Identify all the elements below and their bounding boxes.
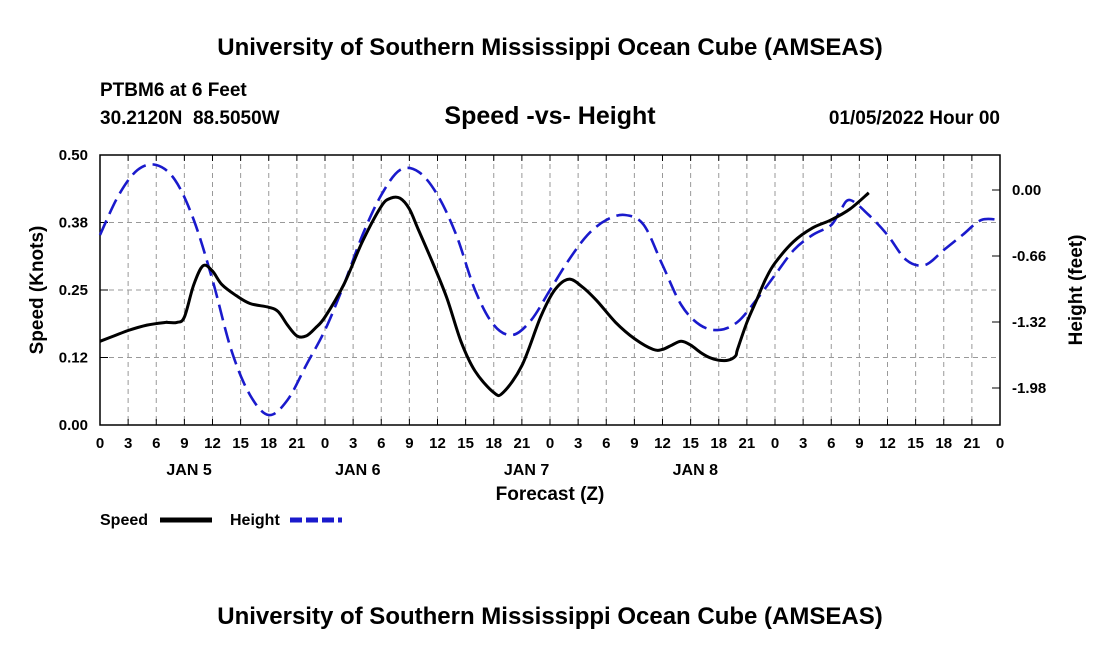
y-tick-label: 0.50 [59, 147, 88, 164]
x-tick-label: 0 [321, 435, 329, 452]
page-title: University of Southern Mississippi Ocean… [217, 34, 882, 61]
x-tick-label: 3 [799, 435, 807, 452]
x-tick-label: 15 [457, 435, 474, 452]
day-label: JAN 8 [673, 462, 718, 479]
legend-speed-label: Speed [100, 512, 148, 529]
y2-tick-label: 0.00 [1012, 182, 1041, 199]
x-tick-label: 21 [964, 435, 981, 452]
x-tick-label: 12 [879, 435, 896, 452]
x-tick-label: 9 [405, 435, 413, 452]
x-tick-label: 3 [124, 435, 132, 452]
day-label: JAN 7 [504, 462, 549, 479]
x-tick-label: 18 [260, 435, 277, 452]
series-group [98, 163, 1001, 417]
y-tick-label: 0.38 [59, 215, 88, 232]
y-tick-label: 0.00 [59, 417, 88, 434]
y2-axis-label: Height (feet) [1066, 235, 1087, 346]
x-tick-label: 12 [654, 435, 671, 452]
chart-title: Speed -vs- Height [444, 102, 656, 130]
plot-frame [99, 154, 1001, 426]
x-tick-label: 21 [289, 435, 306, 452]
speed-series-line [99, 191, 870, 398]
legend: Speed Height [100, 512, 342, 529]
x-tick-label: 6 [827, 435, 835, 452]
x-tick-label: 15 [907, 435, 924, 452]
x-tick-label: 9 [180, 435, 188, 452]
x-tick-label: 21 [514, 435, 531, 452]
x-tick-label: 21 [739, 435, 756, 452]
x-tick-label: 18 [935, 435, 952, 452]
x-tick-label: 15 [682, 435, 699, 452]
legend-height-label: Height [230, 512, 280, 529]
coords-label: 30.2120N 88.5050W [100, 108, 280, 129]
grid [100, 155, 1000, 425]
axes: 0 3 6 9 12 15 18 21 0 3 6 9 12 15 18 21 0 3 6 9 12 15 18 21 0 3 6 9… [59, 147, 1046, 479]
x-tick-label: 6 [377, 435, 385, 452]
x-tick-label: 9 [855, 435, 863, 452]
x-tick-label: 12 [429, 435, 446, 452]
x-tick-label: 12 [204, 435, 221, 452]
y-tick-label: 0.25 [59, 282, 88, 299]
y2-tick-label: -1.32 [1012, 314, 1046, 331]
y-tick-label: 0.12 [59, 350, 88, 367]
station-label: PTBM6 at 6 Feet [100, 80, 247, 101]
x-tick-label: 3 [349, 435, 357, 452]
y2-tick-label: -1.98 [1012, 380, 1046, 397]
x-tick-label: 0 [546, 435, 554, 452]
day-label: JAN 6 [335, 462, 380, 479]
x-tick-label: 6 [152, 435, 160, 452]
x-tick-label: 9 [630, 435, 638, 452]
x-tick-label: 18 [485, 435, 502, 452]
x-tick-label: 0 [771, 435, 779, 452]
x-tick-label: 3 [574, 435, 582, 452]
x-axis-label: Forecast (Z) [496, 484, 605, 505]
x-tick-label: 18 [710, 435, 727, 452]
footer-title: University of Southern Mississippi Ocean… [217, 603, 882, 630]
x-tick-label: 0 [96, 435, 104, 452]
x-tick-label: 15 [232, 435, 249, 452]
height-series-line [98, 163, 1001, 417]
day-label: JAN 5 [166, 462, 211, 479]
date-label: 01/05/2022 Hour 00 [829, 108, 1000, 129]
x-tick-label: 6 [602, 435, 610, 452]
y-axis-label: Speed (Knots) [27, 226, 48, 355]
x-tick-label: 0 [996, 435, 1004, 452]
y2-tick-label: -0.66 [1012, 248, 1046, 265]
